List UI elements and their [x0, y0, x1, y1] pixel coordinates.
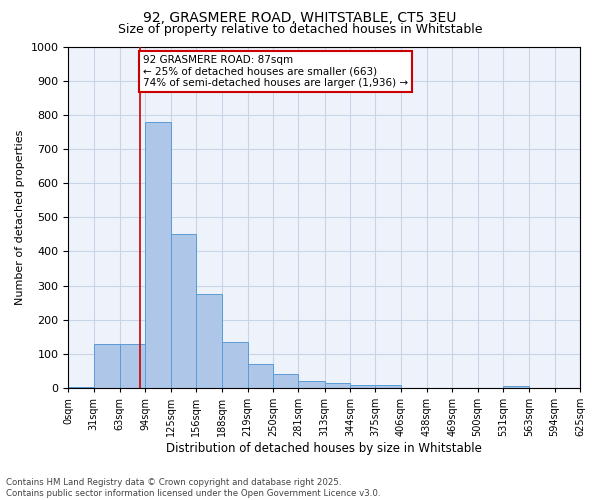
Bar: [325, 383, 350, 388]
Bar: [248, 364, 273, 388]
Bar: [376, 384, 401, 388]
Bar: [145, 122, 170, 388]
Bar: [273, 374, 298, 388]
Bar: [503, 386, 529, 388]
Text: Size of property relative to detached houses in Whitstable: Size of property relative to detached ho…: [118, 22, 482, 36]
Bar: [222, 342, 248, 388]
Bar: [350, 384, 376, 388]
Bar: [298, 381, 325, 388]
X-axis label: Distribution of detached houses by size in Whitstable: Distribution of detached houses by size …: [166, 442, 482, 455]
Bar: [120, 344, 145, 388]
Y-axis label: Number of detached properties: Number of detached properties: [15, 130, 25, 305]
Bar: [170, 234, 196, 388]
Bar: [94, 344, 120, 388]
Text: Contains HM Land Registry data © Crown copyright and database right 2025.
Contai: Contains HM Land Registry data © Crown c…: [6, 478, 380, 498]
Text: 92, GRASMERE ROAD, WHITSTABLE, CT5 3EU: 92, GRASMERE ROAD, WHITSTABLE, CT5 3EU: [143, 11, 457, 25]
Bar: [196, 294, 222, 388]
Text: 92 GRASMERE ROAD: 87sqm
← 25% of detached houses are smaller (663)
74% of semi-d: 92 GRASMERE ROAD: 87sqm ← 25% of detache…: [143, 55, 408, 88]
